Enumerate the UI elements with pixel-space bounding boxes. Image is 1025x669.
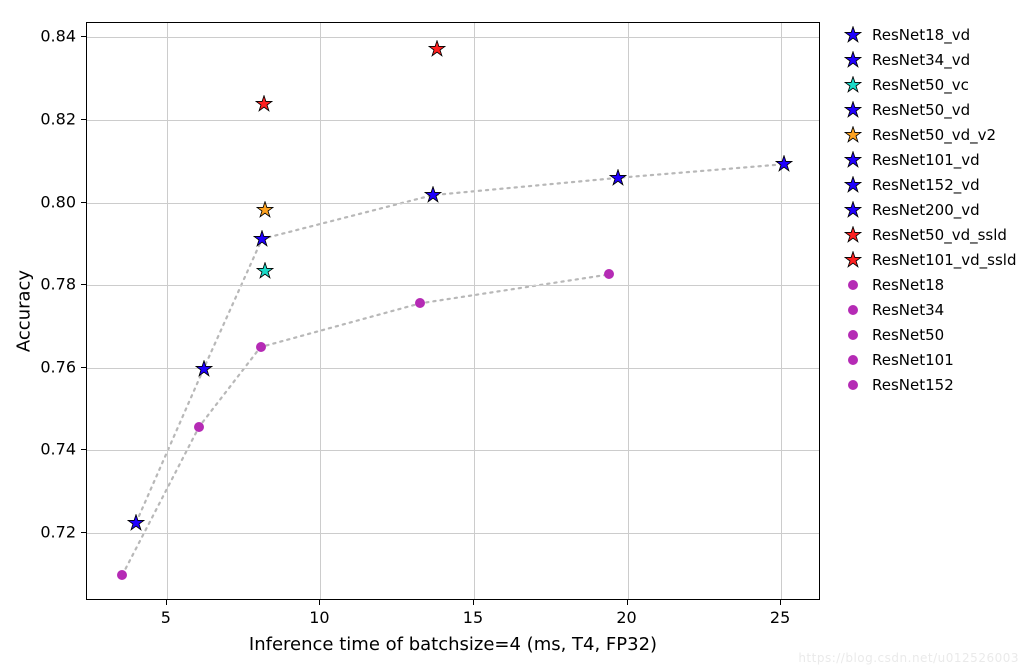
star-icon — [838, 226, 868, 244]
x-tick-label: 15 — [463, 608, 483, 627]
y-tick — [81, 532, 86, 533]
circle-icon — [838, 330, 868, 340]
legend-label: ResNet200_vd — [868, 201, 980, 219]
gridline-h — [87, 450, 819, 451]
y-tick-label: 0.74 — [40, 440, 76, 459]
legend-item: ResNet50_vd_v2 — [838, 122, 1016, 147]
y-tick — [81, 119, 86, 120]
x-tick — [780, 600, 781, 605]
x-tick — [627, 600, 628, 605]
x-tick — [319, 600, 320, 605]
legend-label: ResNet18 — [868, 276, 944, 294]
plot-area — [86, 22, 820, 600]
legend-label: ResNet34 — [868, 301, 944, 319]
legend-item: ResNet50_vc — [838, 72, 1016, 97]
legend-item: ResNet101_vd_ssld — [838, 247, 1016, 272]
legend-label: ResNet50_vd_v2 — [868, 126, 996, 144]
watermark: https://blog.csdn.net/u012526003 — [798, 651, 1019, 665]
gridline-h — [87, 533, 819, 534]
gridline-h — [87, 37, 819, 38]
star-icon — [838, 151, 868, 169]
legend-label: ResNet50_vd_ssld — [868, 226, 1007, 244]
legend-label: ResNet101_vd_ssld — [868, 251, 1016, 269]
y-tick — [81, 449, 86, 450]
star-icon — [838, 251, 868, 269]
series-line — [136, 164, 784, 522]
x-tick-label: 25 — [770, 608, 790, 627]
star-icon — [838, 176, 868, 194]
star-icon — [838, 26, 868, 44]
circle-icon — [838, 380, 868, 390]
x-tick-label: 10 — [309, 608, 329, 627]
star-icon — [838, 101, 868, 119]
legend-item: ResNet200_vd — [838, 197, 1016, 222]
legend: ResNet18_vd ResNet34_vd ResNet50_vc ResNet5… — [838, 22, 1016, 397]
circle-icon — [838, 280, 868, 290]
legend-item: ResNet34_vd — [838, 47, 1016, 72]
star-icon — [838, 51, 868, 69]
x-tick — [473, 600, 474, 605]
star-icon — [838, 201, 868, 219]
legend-label: ResNet50 — [868, 326, 944, 344]
y-tick-label: 0.76 — [40, 357, 76, 376]
legend-label: ResNet152 — [868, 376, 954, 394]
legend-item: ResNet101_vd — [838, 147, 1016, 172]
gridline-v — [167, 23, 168, 599]
legend-item: ResNet152 — [838, 372, 1016, 397]
gridline-h — [87, 120, 819, 121]
y-tick — [81, 202, 86, 203]
circle-icon — [838, 305, 868, 315]
x-tick — [166, 600, 167, 605]
legend-item: ResNet101 — [838, 347, 1016, 372]
legend-item: ResNet18 — [838, 272, 1016, 297]
y-tick — [81, 367, 86, 368]
y-tick-label: 0.78 — [40, 275, 76, 294]
x-tick-label: 5 — [161, 608, 171, 627]
gridline-v — [320, 23, 321, 599]
y-tick-label: 0.84 — [40, 27, 76, 46]
gridline-v — [781, 23, 782, 599]
legend-item: ResNet18_vd — [838, 22, 1016, 47]
legend-label: ResNet18_vd — [868, 26, 970, 44]
legend-label: ResNet152_vd — [868, 176, 980, 194]
y-tick-label: 0.80 — [40, 192, 76, 211]
y-axis-label: Accuracy — [14, 270, 35, 352]
gridline-h — [87, 285, 819, 286]
gridline-v — [474, 23, 475, 599]
y-tick — [81, 36, 86, 37]
circle-icon — [838, 355, 868, 365]
legend-label: ResNet101_vd — [868, 151, 980, 169]
legend-item: ResNet50_vd — [838, 97, 1016, 122]
legend-item: ResNet50_vd_ssld — [838, 222, 1016, 247]
legend-item: ResNet34 — [838, 297, 1016, 322]
legend-item: ResNet50 — [838, 322, 1016, 347]
connector-lines — [87, 23, 821, 601]
x-axis-label: Inference time of batchsize=4 (ms, T4, F… — [249, 634, 657, 655]
star-icon — [838, 126, 868, 144]
y-tick-label: 0.72 — [40, 522, 76, 541]
legend-label: ResNet34_vd — [868, 51, 970, 69]
gridline-v — [628, 23, 629, 599]
legend-label: ResNet50_vd — [868, 101, 970, 119]
gridline-h — [87, 368, 819, 369]
star-icon — [838, 76, 868, 94]
legend-label: ResNet50_vc — [868, 76, 969, 94]
gridline-h — [87, 203, 819, 204]
y-tick-label: 0.82 — [40, 110, 76, 129]
legend-item: ResNet152_vd — [838, 172, 1016, 197]
figure: Inference time of batchsize=4 (ms, T4, F… — [0, 0, 1025, 669]
x-tick-label: 20 — [616, 608, 636, 627]
series-line — [122, 274, 609, 575]
legend-label: ResNet101 — [868, 351, 954, 369]
y-tick — [81, 284, 86, 285]
